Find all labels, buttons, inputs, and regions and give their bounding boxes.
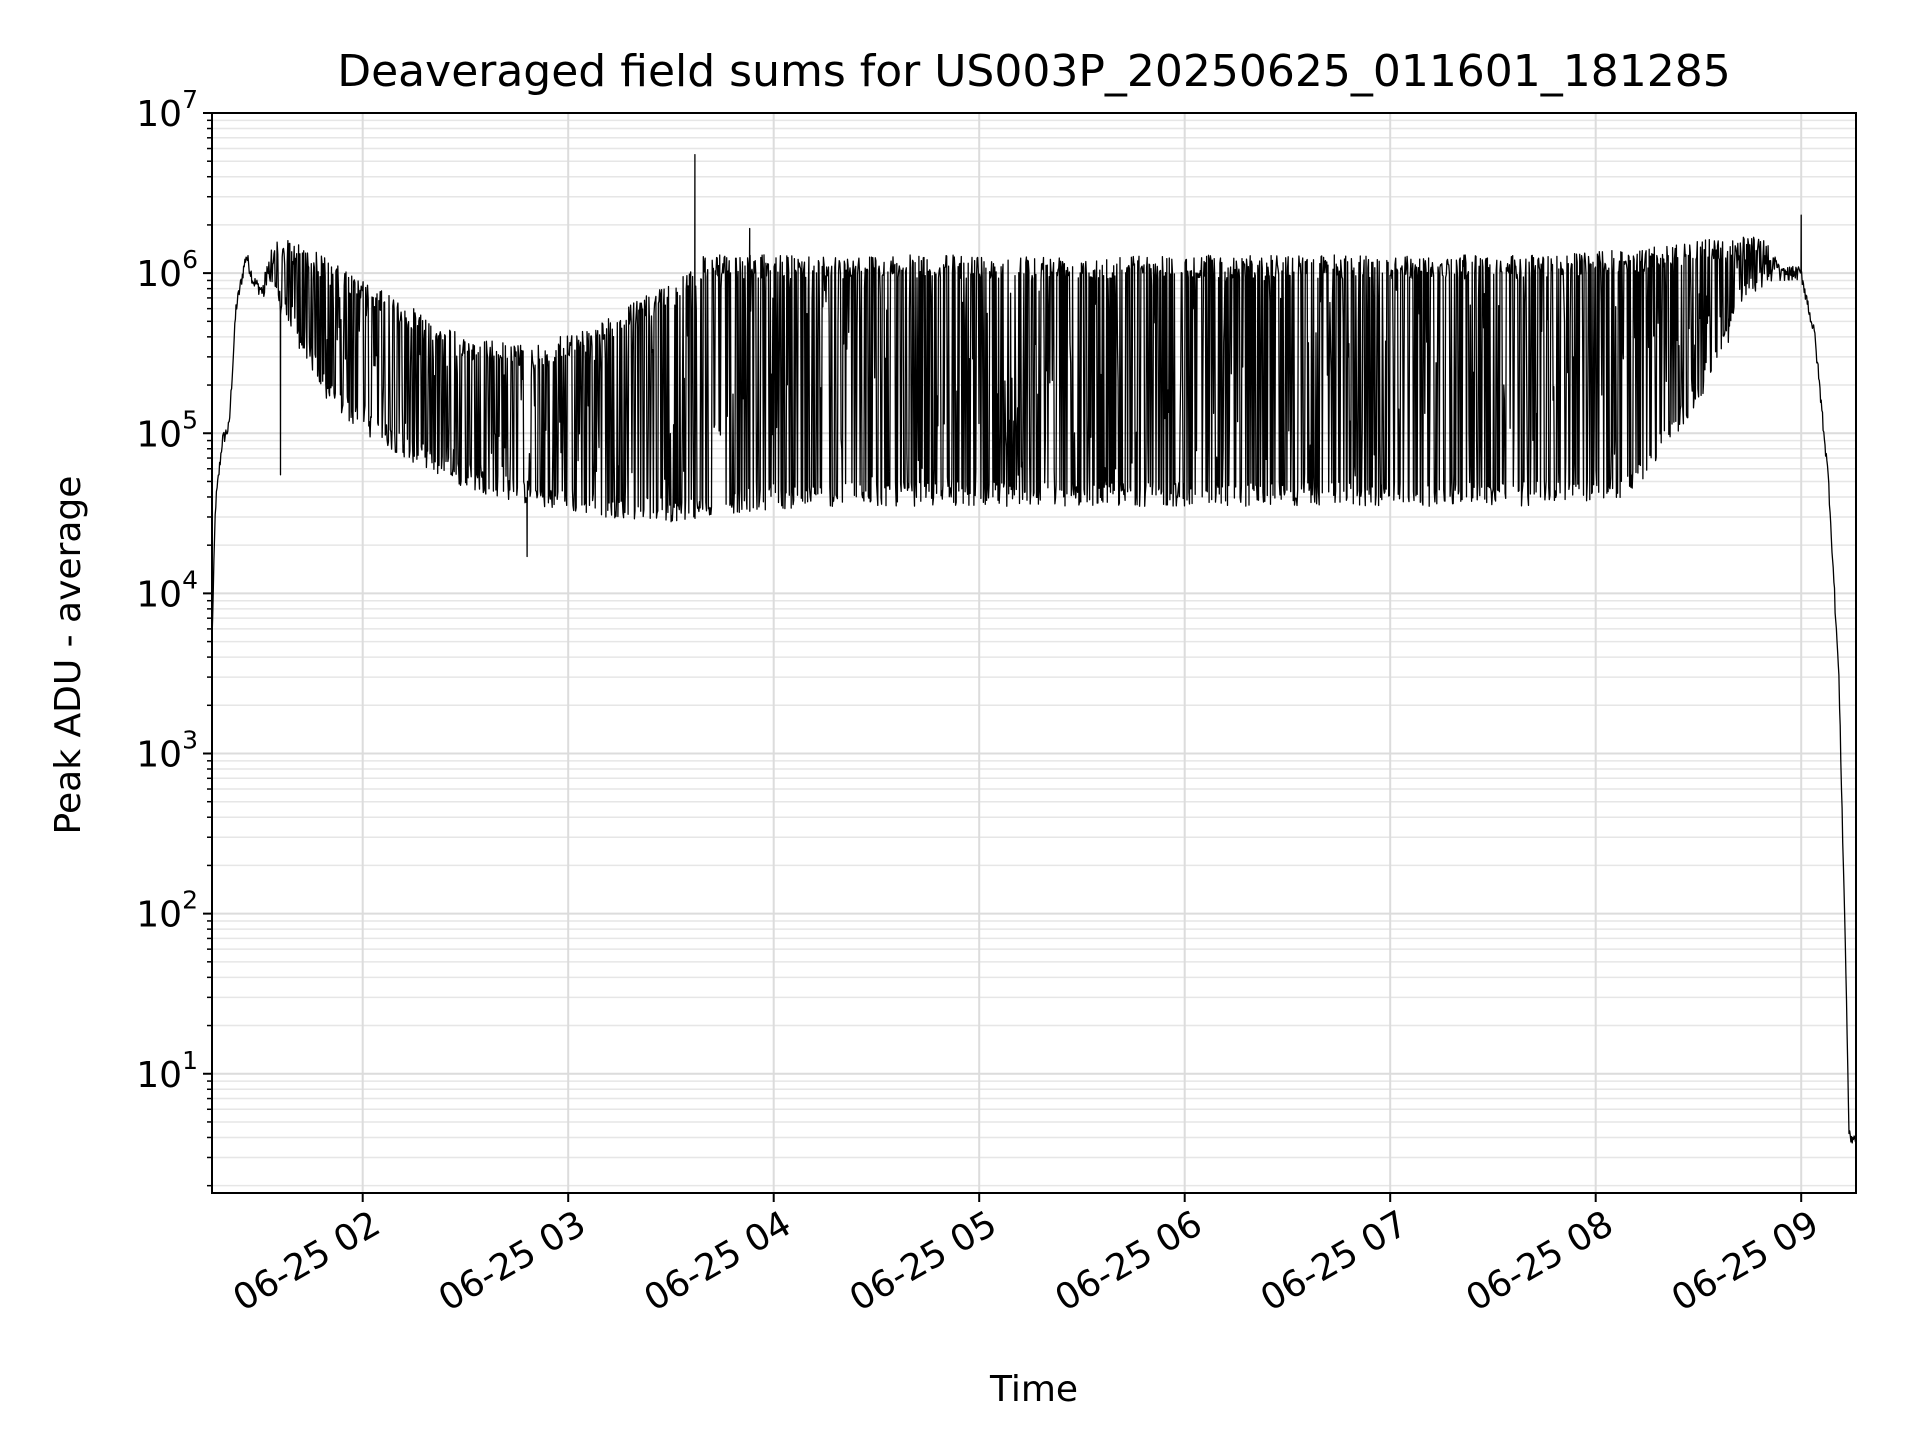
x-tick-label: 06-25 08 [1460,1203,1621,1319]
y-tick-label: 106 [136,245,198,295]
y-tick-label: 101 [136,1046,198,1096]
y-axis-ticks: 101 102 103 104 105 106 107 [136,85,212,1187]
plot-series [211,153,1857,1144]
y-tick-label: 107 [136,85,198,135]
x-axis-ticks: 06-25 02 06-25 03 06-25 04 06-25 05 06-25 06… [227,1193,1826,1320]
x-tick-label: 06-25 06 [1049,1203,1210,1319]
x-tick-label: 06-25 02 [227,1203,388,1319]
y-tick-label: 102 [136,886,198,936]
x-axis-label: Time [989,1369,1078,1410]
plot-frame [211,112,1857,1194]
x-tick-label: 06-25 05 [843,1203,1004,1319]
y-axis-label: Peak ADU - average [48,476,89,835]
x-tick-label: 06-25 07 [1254,1203,1415,1319]
chart-title: Deaveraged field sums for US003P_2025062… [337,46,1731,97]
series-line [211,153,1857,1144]
y-tick-label: 104 [136,565,198,615]
x-tick-label: 06-25 03 [432,1203,593,1319]
y-tick-label: 105 [136,405,198,455]
x-tick-label: 06-25 09 [1665,1203,1826,1319]
y-tick-label: 103 [136,726,198,776]
x-tick-label: 06-25 04 [638,1203,799,1319]
